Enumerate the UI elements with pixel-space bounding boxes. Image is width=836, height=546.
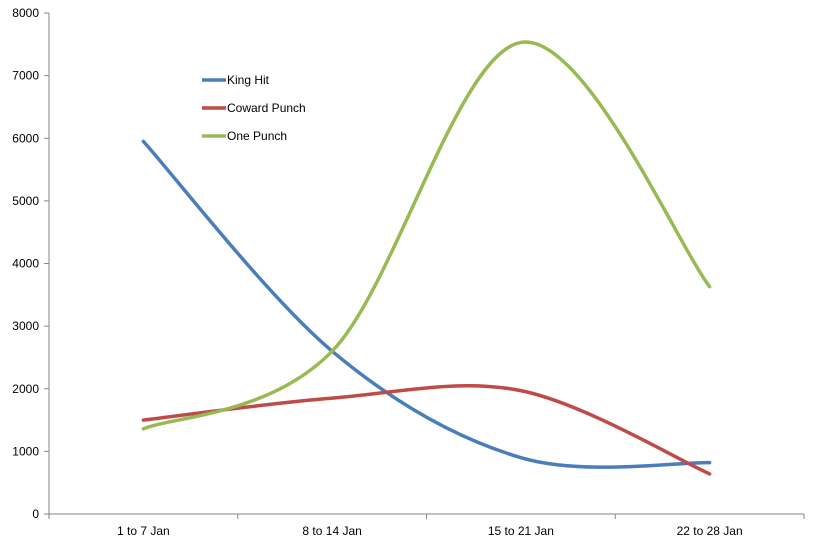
series-lines (141, 40, 712, 476)
legend-label: King Hit (227, 73, 270, 87)
y-axis-ticks: 0 1000 2000 3000 4000 5000 6000 7000 8000 (12, 6, 49, 521)
legend-label: One Punch (227, 129, 287, 143)
y-tick-label: 0 (32, 507, 39, 521)
series-line-one-punch (141, 40, 712, 431)
y-tick-label: 8000 (12, 6, 39, 20)
y-tick-label: 6000 (12, 131, 39, 145)
y-tick-label: 3000 (12, 319, 39, 333)
y-tick-label: 7000 (12, 69, 39, 83)
x-tick-label: 15 to 21 Jan (488, 524, 554, 538)
x-axis-ticks: 1 to 7 Jan 8 to 14 Jan 15 to 21 Jan 22 to 2… (48, 514, 805, 538)
x-tick-label: 1 to 7 Jan (117, 524, 170, 538)
legend: King Hit Coward Punch One Punch (202, 73, 306, 143)
y-tick-label: 4000 (12, 257, 39, 271)
legend-label: Coward Punch (227, 101, 306, 115)
x-tick-label: 22 to 28 Jan (677, 524, 743, 538)
y-tick-label: 1000 (12, 444, 39, 458)
series-line-coward-punch (141, 383, 712, 476)
y-tick-label: 2000 (12, 382, 39, 396)
y-tick-label: 5000 (12, 194, 39, 208)
x-tick-label: 8 to 14 Jan (302, 524, 361, 538)
series-line-king-hit (141, 139, 712, 469)
